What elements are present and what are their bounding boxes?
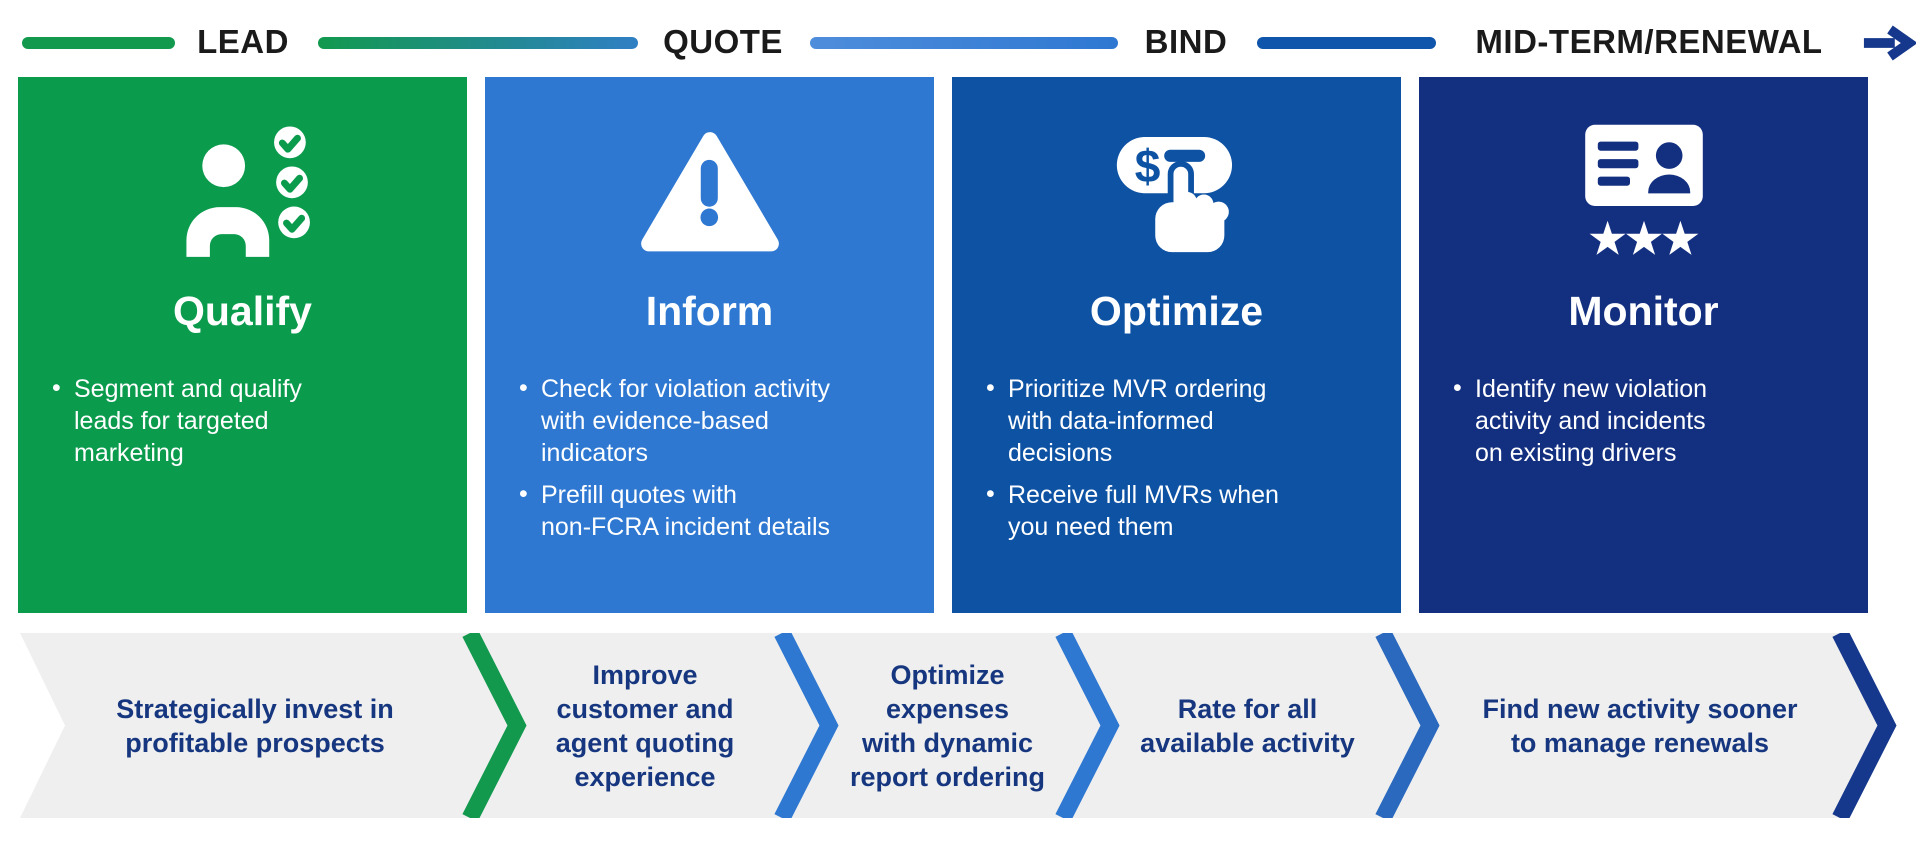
card-bullets: Segment and qualify leads for targeted m… [18, 372, 467, 479]
stage-label-lead: LEAD [197, 23, 289, 61]
stage-line-bind-renewal [1257, 37, 1436, 49]
band-segment-quote-1: Improve customer and agent quoting exper… [555, 659, 735, 792]
bullet: Segment and qualify leads for targeted m… [50, 372, 441, 469]
chevron-band-graphic [20, 633, 1897, 818]
band-segment-quote-2: Optimize expenses with dynamic report or… [849, 659, 1045, 792]
arrow-right-icon [1863, 25, 1916, 61]
warning-triangle-icon [639, 117, 781, 267]
card-monitor: Monitor Identify new violation activity … [1419, 77, 1868, 613]
bullet: Prefill quotes with non-FCRA incident de… [517, 478, 908, 543]
card-bullets: Prioritize MVR ordering with data-inform… [952, 372, 1401, 553]
card-title: Optimize [1089, 288, 1264, 334]
stage-label-quote: QUOTE [663, 23, 783, 61]
band-segment-renewal: Find new activity sooner to manage renew… [1482, 693, 1798, 758]
bullet: Check for violation activity with eviden… [517, 372, 908, 469]
bullet: Identify new violation activity and inci… [1451, 372, 1842, 469]
stage-line-lead-quote [318, 37, 638, 49]
policy-stage-header: LEAD QUOTE BIND MID-TERM/RENEWAL [0, 0, 1920, 77]
card-title: Inform [645, 288, 774, 334]
band-segment-lead: Strategically invest in profitable prosp… [116, 693, 394, 758]
stage-cards: Qualify Segment and qualify leads for ta… [18, 77, 1868, 613]
band-segment-bind: Rate for all available activity [1140, 693, 1355, 758]
card-title: Qualify [173, 288, 312, 334]
person-checklist-icon [174, 117, 312, 267]
bullet: Receive full MVRs when you need them [984, 478, 1375, 543]
id-card-stars-icon [1574, 117, 1714, 267]
stage-line-lead [22, 37, 175, 49]
stage-line-quote-bind [810, 37, 1118, 49]
bullet: Prioritize MVR ordering with data-inform… [984, 372, 1375, 469]
stage-label-midterm-renewal: MID-TERM/RENEWAL [1475, 23, 1823, 61]
card-optimize: $ Optimize Prioritize MVR ordering with … [952, 77, 1401, 613]
card-qualify: Qualify Segment and qualify leads for ta… [18, 77, 467, 613]
svg-text:$: $ [1134, 140, 1160, 192]
value-band: Strategically invest in profitable prosp… [0, 633, 1920, 818]
card-title: Monitor [1568, 288, 1719, 334]
card-bullets: Identify new violation activity and inci… [1419, 372, 1868, 479]
pay-per-click-icon: $ [1113, 117, 1241, 267]
card-bullets: Check for violation activity with eviden… [485, 372, 934, 553]
card-inform: Inform Check for violation activity with… [485, 77, 934, 613]
stage-label-bind: BIND [1144, 23, 1228, 61]
